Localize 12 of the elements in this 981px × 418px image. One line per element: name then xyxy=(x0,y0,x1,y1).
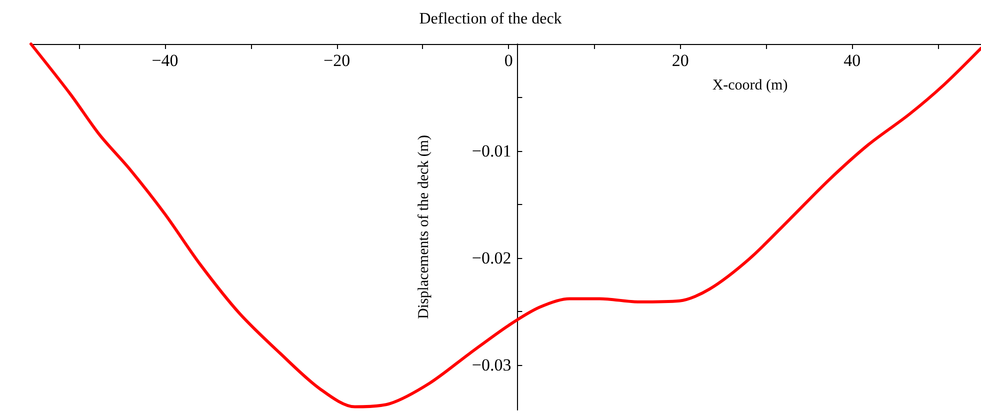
line-series xyxy=(30,42,981,408)
y-axis-title: Displacements of the deck (m) xyxy=(416,134,432,320)
y-tick-label: −0.02 xyxy=(472,248,512,268)
x-tick-label: 0 xyxy=(504,51,513,70)
y-tick-label: −0.01 xyxy=(472,142,512,161)
x-tick-label: 40 xyxy=(844,51,861,70)
y-tick-label: −0.03 xyxy=(472,356,512,375)
x-tick-label: −40 xyxy=(152,51,178,70)
x-axis-title: X-coord (m) xyxy=(712,78,788,94)
x-tick-label: −20 xyxy=(323,51,350,70)
x-tick-label: 20 xyxy=(672,51,689,70)
chart-title: Deflection of the deck xyxy=(419,10,562,28)
